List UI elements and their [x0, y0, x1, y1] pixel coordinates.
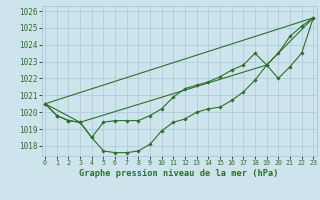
X-axis label: Graphe pression niveau de la mer (hPa): Graphe pression niveau de la mer (hPa) [79, 169, 279, 178]
